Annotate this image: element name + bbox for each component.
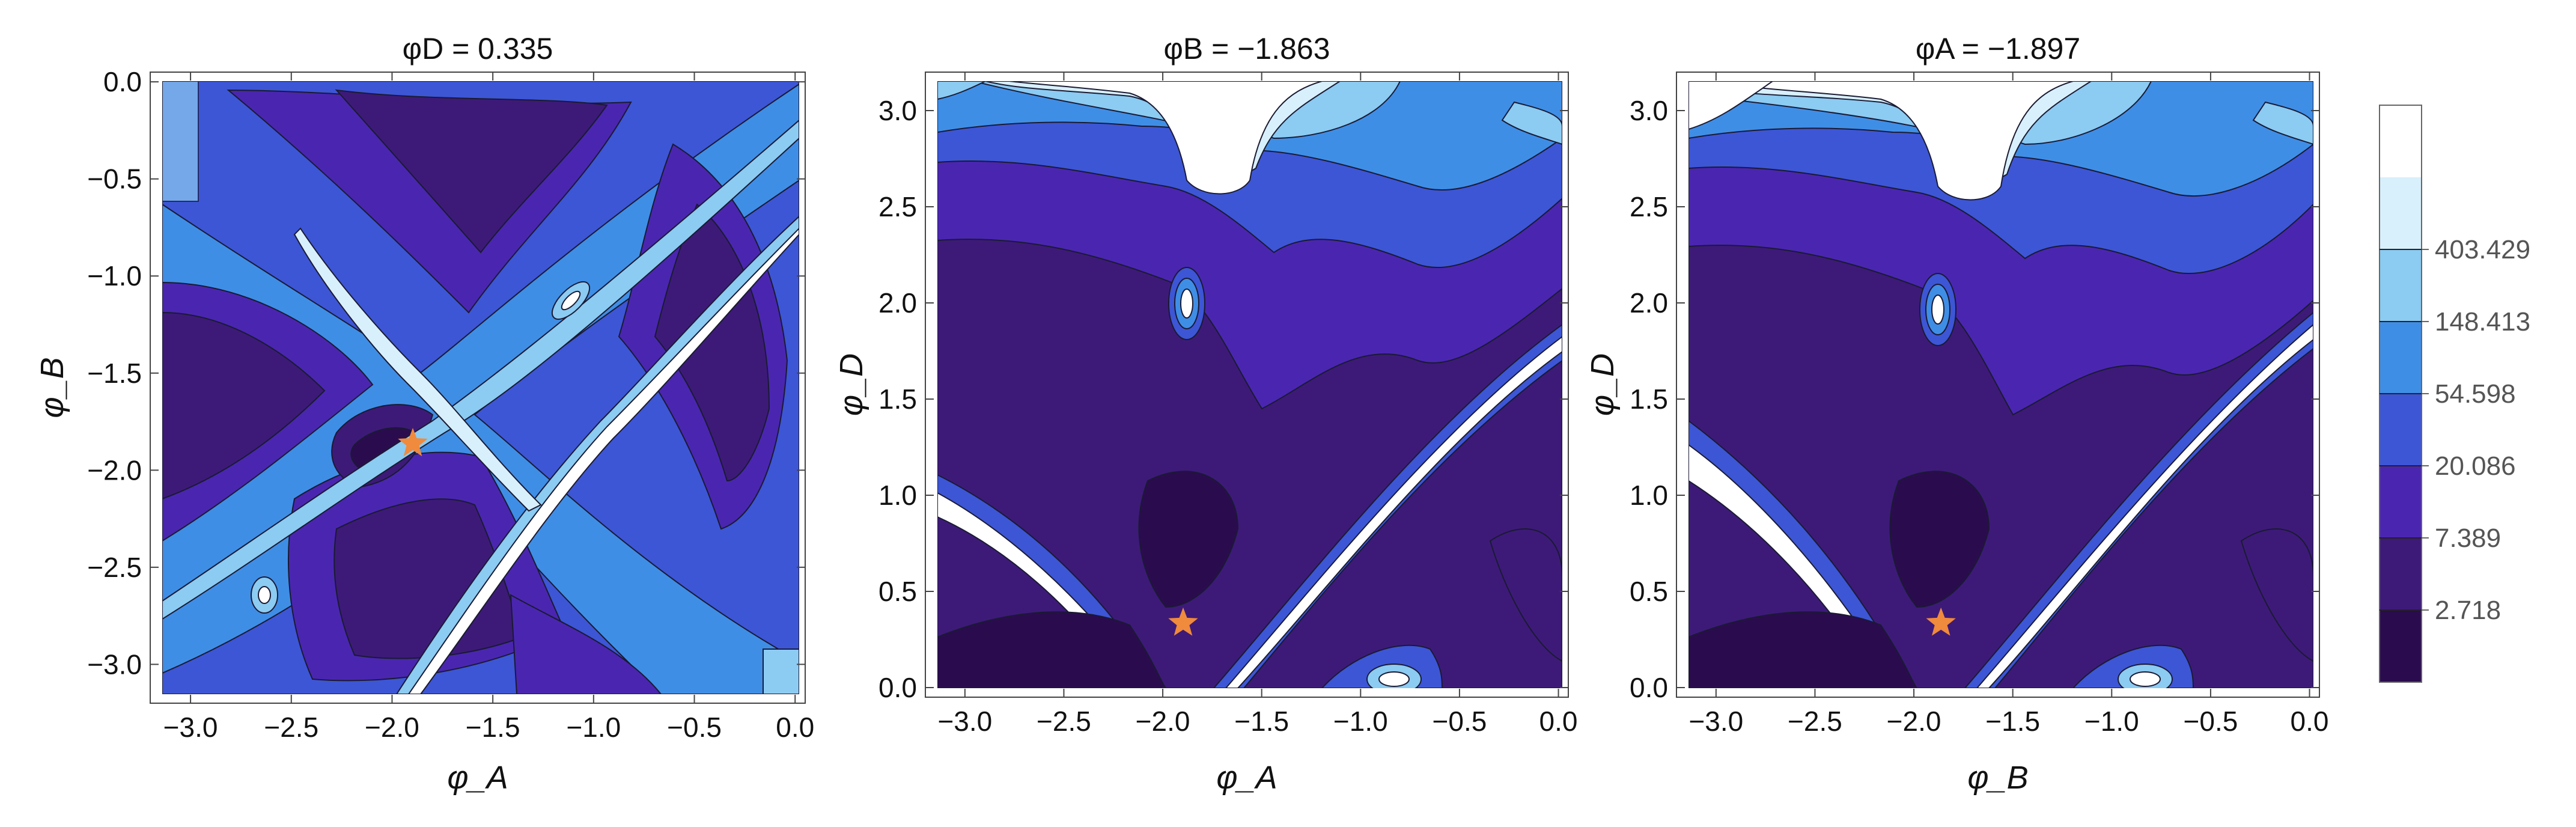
x-tick-label: −2.5 [1788, 706, 1842, 737]
x-tick-label: 0.0 [2291, 706, 2329, 737]
marks-layer-3: −3.0 −2.5 −2.0 −1.5 −1.0 −0.5 0.0 0.0 0.5 1.0 1.5 2… [1630, 72, 2329, 737]
y-tick-label: 1.5 [1630, 383, 1668, 415]
x-tick-label: −2.5 [264, 712, 318, 743]
y-tick-label: 2.5 [878, 191, 917, 222]
x-tick-label: −1.5 [466, 712, 520, 743]
y-tick-label: 0.0 [1630, 672, 1668, 703]
x-tick-label: −3.0 [1688, 706, 1743, 737]
x-tick-label: −1.5 [1985, 706, 2040, 737]
y-tick-label: 2.0 [878, 287, 917, 319]
y-tick-label: −3.0 [87, 648, 142, 680]
y-tick-label: −0.5 [87, 163, 142, 195]
colorbar-band [2380, 105, 2422, 177]
plot-frame-1 [150, 72, 806, 704]
y-tick-label: 3.0 [878, 95, 917, 126]
y-tick-label: 0.5 [1630, 576, 1668, 607]
x-tick-label: −0.5 [2184, 706, 2238, 737]
panel-1-xlabel: φ_A [447, 760, 508, 796]
y-tick-label: 0.5 [878, 576, 917, 607]
y-tick-label: 0.0 [878, 672, 917, 703]
minimum-star-marker [1926, 607, 1956, 636]
contour-panel-2: −3.0 −2.5 −2.0 −1.5 −1.0 −0.5 0.0 0.0 0.5 1.0 1.5 2… [833, 32, 1578, 796]
plot-frame-2 [925, 72, 1569, 698]
contour-field-1 [162, 81, 799, 694]
x-tick-label: −2.5 [1037, 706, 1091, 737]
x-tick-label: −1.0 [1333, 706, 1388, 737]
x-tick-label: 0.0 [776, 712, 814, 743]
colorbar: 2.718 7.389 20.086 54.598 148.413 403.429 [2379, 105, 2530, 683]
colorbar-band [2380, 466, 2422, 538]
x-tick-label: −2.0 [1887, 706, 1941, 737]
y-tick-label: −1.5 [87, 358, 142, 389]
colorbar-tick-label: 54.598 [2435, 379, 2516, 409]
y-tick-label: 3.0 [1630, 95, 1668, 126]
panel-2-ylabel: φ_D [833, 353, 869, 416]
x-tick-label: −2.0 [1136, 706, 1190, 737]
y-tick-label: −2.5 [87, 552, 142, 583]
x-tick-label: −1.0 [2084, 706, 2139, 737]
panel-3-ylabel: φ_D [1585, 353, 1621, 416]
y-tick-label: 2.0 [1630, 287, 1668, 319]
colorbar-ticks: 2.718 7.389 20.086 54.598 148.413 403.429 [2380, 235, 2530, 625]
panel-3-title: φA = −1.897 [1916, 32, 2080, 66]
x-tick-label: −0.5 [1433, 706, 1487, 737]
y-tick-label: 1.0 [878, 480, 917, 511]
minimum-star-marker [398, 428, 428, 457]
colorbar-band [2380, 610, 2422, 682]
plot-frame-3 [1676, 72, 2320, 698]
x-tick-label: −3.0 [163, 712, 218, 743]
contour-panel-1: −3.0 −2.5 −2.0 −1.5 −1.0 −0.5 0.0 −3.0 −2.5 −2.0 −… [34, 32, 814, 796]
contour-field-2 [937, 81, 1562, 688]
colorbar-tick-label: 20.086 [2435, 451, 2516, 481]
y-tick-label: 2.5 [1630, 191, 1668, 222]
panel-3-xlabel: φ_B [1967, 760, 2028, 796]
panel-1-ylabel: φ_B [34, 357, 70, 418]
colorbar-band [2380, 177, 2422, 249]
x-tick-label: −3.0 [937, 706, 992, 737]
panel-2-xlabel: φ_A [1216, 760, 1277, 796]
y-tick-label: 0.0 [103, 66, 142, 97]
x-tick-label: −2.0 [365, 712, 419, 743]
y-tick-label: −1.0 [87, 260, 142, 291]
colorbar-band [2380, 394, 2422, 466]
x-tick-label: −0.5 [667, 712, 722, 743]
colorbar-tick-label: 2.718 [2435, 596, 2501, 625]
colorbar-bands [2380, 105, 2422, 682]
y-tick-label: −2.0 [87, 454, 142, 486]
x-tick-label: −1.5 [1234, 706, 1289, 737]
colorbar-tick-label: 403.429 [2435, 235, 2530, 264]
colorbar-band [2380, 538, 2422, 610]
colorbar-tick-label: 7.389 [2435, 523, 2501, 553]
x-tick-label: 0.0 [1539, 706, 1578, 737]
minimum-star-marker [1168, 607, 1198, 636]
x-tick-label: −1.0 [566, 712, 621, 743]
colorbar-band [2380, 249, 2422, 322]
contour-field-3 [1688, 81, 2313, 688]
contour-panel-3: −3.0 −2.5 −2.0 −1.5 −1.0 −0.5 0.0 0.0 0.5 1.0 1.5 2… [1585, 32, 2329, 796]
panel-2-title: φB = −1.863 [1163, 32, 1330, 66]
marks-layer-1: −3.0 −2.5 −2.0 −1.5 −1.0 −0.5 0.0 −3.0 −2.5 −2.0 −… [87, 66, 814, 743]
colorbar-band [2380, 322, 2422, 394]
panel-1-title: φD = 0.335 [403, 32, 553, 66]
y-tick-label: 1.0 [1630, 480, 1668, 511]
colorbar-tick-label: 148.413 [2435, 307, 2530, 337]
y-tick-label: 1.5 [878, 383, 917, 415]
marks-layer-2: −3.0 −2.5 −2.0 −1.5 −1.0 −0.5 0.0 0.0 0.5 1.0 1.5 2… [878, 72, 1578, 737]
